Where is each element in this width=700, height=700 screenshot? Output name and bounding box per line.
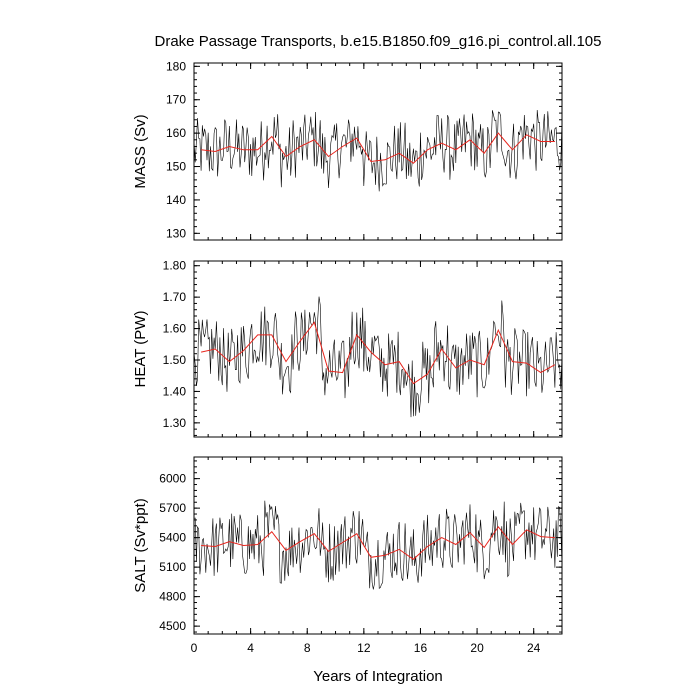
y-tick-label: 4500 xyxy=(159,619,186,633)
x-tick-label: 8 xyxy=(304,641,311,655)
panel-1: 1.30 1.40 1.50 1.60 1.70 1.80 HEAT (PW) xyxy=(132,259,563,438)
y-tick-label: 5100 xyxy=(159,560,186,574)
panel-frame xyxy=(193,62,563,241)
monthly-series-line xyxy=(193,500,563,590)
y-tick-label: 140 xyxy=(166,193,186,207)
chart-title: Drake Passage Transports, b.e15.B1850.f0… xyxy=(155,33,602,50)
y-tick-label: 150 xyxy=(166,160,186,174)
y-tick-label: 1.60 xyxy=(163,322,187,336)
y-tick-label: 180 xyxy=(166,59,186,73)
x-axis-label: Years of Integration xyxy=(313,668,443,685)
x-tick-label: 12 xyxy=(357,641,371,655)
y-tick-label: 130 xyxy=(166,226,186,240)
y-axis-label: SALT (Sv*ppt) xyxy=(132,498,149,592)
x-tick-label: 4 xyxy=(247,641,254,655)
y-tick-label: 1.30 xyxy=(163,416,187,430)
annual-mean-line xyxy=(201,525,555,560)
y-tick-label: 5400 xyxy=(159,531,186,545)
annual-mean-line xyxy=(201,132,555,164)
y-axis-label: MASS (Sv) xyxy=(132,114,149,188)
y-tick-label: 6000 xyxy=(159,472,186,486)
y-tick-label: 5700 xyxy=(159,501,186,515)
y-tick-label: 1.40 xyxy=(163,384,187,398)
y-axis-label: HEAT (PW) xyxy=(132,311,149,388)
monthly-series-line xyxy=(193,296,563,418)
x-tick-label: 0 xyxy=(191,641,198,655)
annual-mean-line xyxy=(200,321,556,385)
panel-2: 4500 4800 5100 5400 5700 6000 0 4 8 12 16 20 24 SALT … xyxy=(132,456,563,655)
y-tick-label: 1.70 xyxy=(163,290,187,304)
x-tick-label: 16 xyxy=(414,641,428,655)
panel-0: 130 140 150 160 170 180 MASS (Sv) xyxy=(132,59,563,241)
monthly-series-line xyxy=(193,109,563,192)
x-tick-label: 20 xyxy=(470,641,484,655)
y-tick-label: 170 xyxy=(166,93,186,107)
y-tick-label: 1.50 xyxy=(163,353,187,367)
y-tick-label: 1.80 xyxy=(163,259,187,273)
y-tick-label: 4800 xyxy=(159,590,186,604)
y-tick-label: 160 xyxy=(166,126,186,140)
x-tick-label: 24 xyxy=(527,641,541,655)
